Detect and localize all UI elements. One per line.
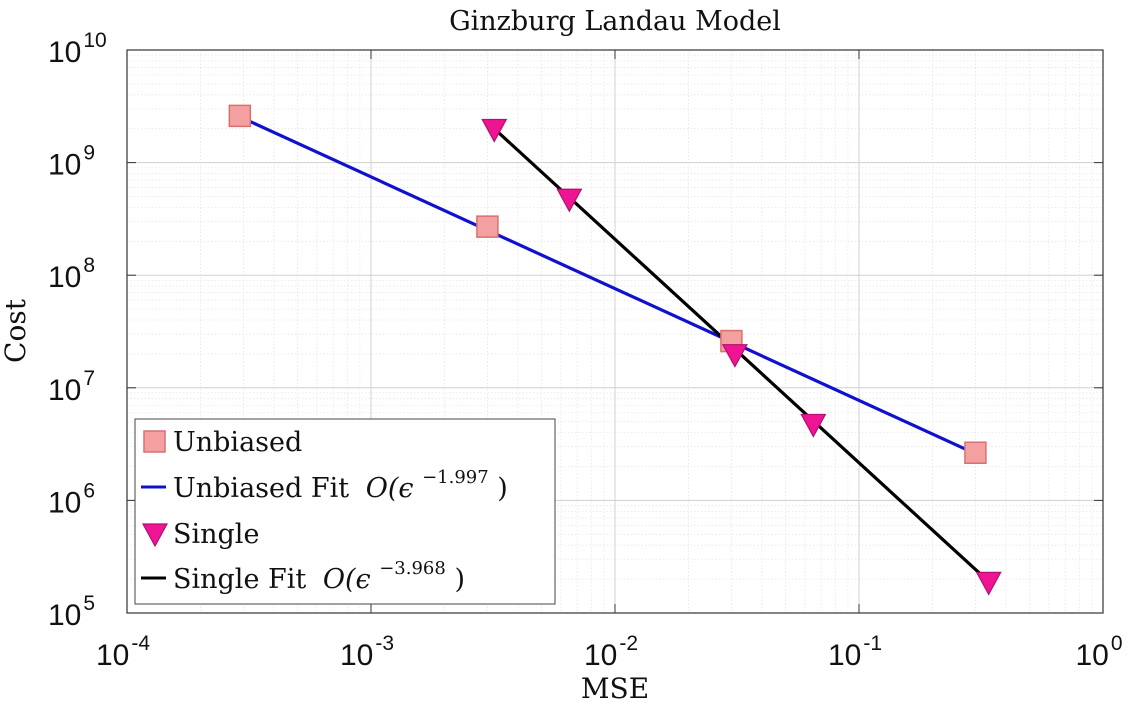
y-tick-exponent: 5: [83, 592, 95, 615]
unbiased-data-point: [964, 441, 987, 464]
legend-single-fit-name: Single Fit: [173, 564, 306, 595]
legend-unbiased-fit-exponent: −1.997: [422, 467, 489, 488]
y-tick-label: 108: [48, 254, 95, 294]
legend-single-label: Single: [173, 519, 259, 550]
x-tick-label: 10-1: [828, 632, 882, 672]
data-markers: [228, 104, 1002, 596]
legend-box: [134, 418, 556, 605]
single-data-point: [556, 188, 583, 213]
y-tick-label: 107: [48, 367, 95, 407]
unbiased-data-point: [228, 104, 252, 128]
y-axis-title: Cost: [0, 298, 32, 363]
legend-unbiased-label: Unbiased: [173, 427, 302, 458]
y-tick-base: 10: [48, 374, 81, 407]
y-tick-exponent: 7: [83, 367, 95, 390]
x-tick-base: 10: [340, 639, 373, 672]
x-tick-label: 10-3: [340, 632, 394, 672]
y-tick-label: 106: [48, 479, 95, 519]
legend-unbiased-fit-label: Unbiased Fit O(ϵ −1.997 ): [173, 459, 508, 504]
x-tick-base: 10: [96, 639, 129, 672]
legend-single-fit-label: Single Fit O(ϵ −3.968 ): [173, 550, 465, 595]
x-tick-exponent: -2: [619, 632, 638, 655]
legend-single-fit-close: ): [454, 564, 465, 595]
y-tick-exponent: 10: [83, 29, 106, 52]
x-tick-exponent: 0: [1111, 632, 1123, 655]
y-tick-base: 10: [48, 261, 81, 294]
x-tick-exponent: -3: [375, 632, 394, 655]
unbiased-data-point: [476, 215, 499, 238]
legend-unbiased-marker: [143, 430, 166, 453]
y-tick-base: 10: [48, 149, 81, 182]
unbiased-fit-line: [239, 115, 977, 456]
x-tick-label: 10-2: [584, 632, 638, 672]
axis-ticks: [126, 49, 1104, 614]
legend-unbiased-fit-close: ): [497, 473, 508, 504]
single-data-point: [975, 571, 1002, 596]
x-axis-title: MSE: [581, 672, 649, 705]
y-tick-base: 10: [48, 36, 81, 69]
y-tick-base: 10: [48, 486, 81, 519]
x-tick-base: 10: [584, 639, 617, 672]
x-tick-base: 10: [1075, 639, 1108, 672]
legend-single-marker: [141, 523, 169, 548]
legend-unbiased-fit-math: O(ϵ: [366, 473, 414, 504]
legend-single-fit-math: O(ϵ: [323, 564, 371, 595]
x-tick-base: 10: [828, 639, 861, 672]
x-tick-exponent: -4: [131, 632, 150, 655]
y-tick-exponent: 6: [83, 479, 95, 502]
single-data-point: [721, 344, 748, 368]
single-data-point: [481, 118, 508, 143]
legend-single-fit-exponent: −3.968: [379, 558, 446, 579]
y-tick-exponent: 8: [83, 254, 95, 277]
x-tick-labels: 10-4 10-3 10-2 10-1 100: [96, 632, 1123, 672]
y-tick-exponent: 9: [83, 142, 95, 165]
x-tick-exponent: -1: [863, 632, 882, 655]
x-tick-label: 10-4: [96, 632, 150, 672]
legend: Unbiased Unbiased Fit O(ϵ −1.997 ) Singl…: [134, 418, 556, 605]
y-tick-label: 109: [48, 142, 95, 182]
x-tick-label: 100: [1075, 632, 1122, 672]
y-tick-base: 10: [48, 599, 81, 632]
y-tick-label: 1010: [48, 29, 107, 69]
y-tick-label: 105: [48, 592, 95, 632]
single-data-point: [800, 413, 827, 438]
legend-unbiased-fit-name: Unbiased Fit: [173, 473, 349, 504]
chart-title: Ginzburg Landau Model: [449, 6, 781, 37]
